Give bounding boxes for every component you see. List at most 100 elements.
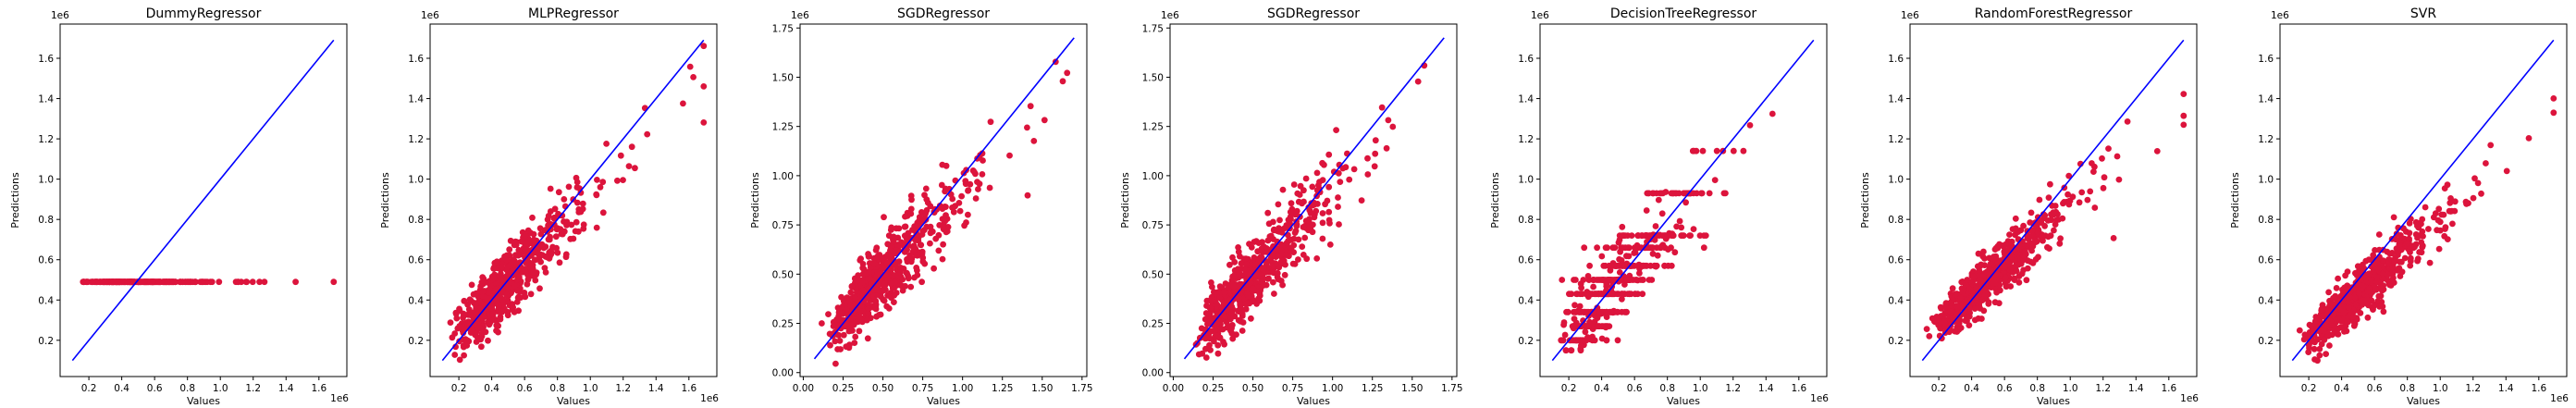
y-axis-label: Predictions (1859, 172, 1871, 229)
x-tick-label: 1.0 (213, 383, 228, 394)
data-point (1204, 321, 1211, 328)
data-point (955, 200, 963, 206)
data-point (1971, 305, 1978, 312)
chart-panel-3: 0.00 0.25 0.50 0.75 1.00 1.25 1.50 1.75 0.00 0.25… (749, 6, 1093, 407)
data-point (1975, 315, 1982, 322)
data-point (2394, 248, 2401, 255)
data-point (2373, 278, 2381, 285)
data-point (2028, 228, 2036, 235)
data-point (1346, 176, 1353, 183)
x-tick-label: 1.4 (648, 383, 664, 394)
data-point (891, 285, 898, 291)
data-point (1214, 350, 1222, 357)
data-point (874, 269, 881, 277)
data-point (1279, 186, 1287, 193)
data-point (1204, 311, 1212, 318)
data-point (1279, 281, 1286, 289)
data-point (2314, 315, 2321, 322)
data-point (1287, 208, 1294, 216)
data-point (965, 211, 971, 218)
data-point (1325, 151, 1333, 158)
data-point (470, 300, 477, 306)
data-point (1611, 244, 1619, 252)
data-point (137, 278, 144, 286)
data-point (1628, 277, 1635, 283)
data-point (1571, 315, 1578, 322)
y-tick-label: 0.4 (1518, 295, 1534, 306)
data-point (468, 281, 475, 289)
data-point (1249, 298, 1256, 305)
data-point (893, 225, 900, 232)
data-point (556, 212, 563, 219)
data-point (2391, 258, 2398, 266)
reference-line (2291, 39, 2555, 362)
y-axis-label: Predictions (1119, 172, 1131, 229)
data-point (1289, 260, 1297, 267)
data-point (1350, 166, 1358, 173)
data-point (1671, 249, 1679, 256)
data-point (2470, 194, 2477, 202)
data-point (2366, 270, 2373, 277)
data-point (1645, 190, 1652, 197)
x-tick-label: 0.4 (1594, 383, 1609, 394)
data-point (1282, 252, 1289, 258)
data-point (2478, 190, 2484, 197)
data-point (456, 356, 463, 364)
data-point (1558, 337, 1565, 344)
data-point (1300, 198, 1307, 205)
data-point (1652, 223, 1659, 229)
x-tick-label: 0.2 (1931, 383, 1947, 394)
data-point (556, 259, 563, 266)
data-point (1251, 254, 1258, 261)
data-point (2447, 199, 2454, 206)
data-point (852, 294, 858, 302)
data-point (503, 291, 510, 299)
data-point (2326, 301, 2334, 308)
data-point (1257, 278, 1264, 285)
y-axis-label: Predictions (379, 172, 391, 229)
x-tick-label: 1.25 (1362, 383, 1383, 394)
data-point (1303, 255, 1311, 263)
data-point (573, 174, 580, 181)
data-point (1245, 292, 1251, 300)
x-tick-label: 1.00 (1322, 383, 1343, 394)
data-point (1264, 237, 1272, 244)
data-point (859, 287, 867, 293)
data-point (2311, 345, 2318, 352)
data-point (2327, 318, 2335, 325)
data-point (881, 214, 887, 221)
data-point (1319, 235, 1326, 242)
data-point (530, 268, 536, 276)
x-tick-label: 1.6 (1791, 383, 1806, 394)
data-point (2335, 275, 2342, 282)
data-point (1276, 225, 1282, 232)
data-point (632, 165, 638, 172)
data-point (1590, 283, 1596, 291)
x-tick-label: 1.0 (1693, 383, 1708, 394)
data-point (1294, 190, 1301, 197)
data-point (1607, 308, 1614, 315)
data-point (504, 297, 512, 304)
data-point (940, 241, 946, 248)
data-point (1259, 248, 1266, 255)
x-tick-label: 0.8 (1659, 383, 1675, 394)
data-point (1337, 179, 1344, 186)
chart-panel-5: 0.2 0.4 0.6 0.8 1.0 1.2 1.4 1.6 0.2 0.4 0.6 0.8 1.0 1… (1489, 6, 1829, 407)
x-tick-label: 0.2 (2301, 383, 2317, 394)
data-point (1621, 308, 1629, 315)
x-axis-label: Values (1297, 395, 1330, 407)
data-point (2090, 168, 2097, 176)
x-tick-label: 1.50 (1031, 383, 1053, 394)
data-point (1690, 226, 1697, 233)
data-point (2002, 264, 2009, 271)
data-point (2056, 240, 2064, 247)
data-point (562, 253, 570, 261)
data-point (1595, 323, 1602, 329)
data-point (573, 199, 581, 206)
data-point (2032, 256, 2040, 263)
data-point (1952, 315, 1959, 322)
y-tick-label: 0.8 (1888, 215, 1904, 226)
data-point (1975, 250, 1982, 257)
scatter-points (2296, 95, 2558, 365)
data-point (1643, 232, 1649, 239)
